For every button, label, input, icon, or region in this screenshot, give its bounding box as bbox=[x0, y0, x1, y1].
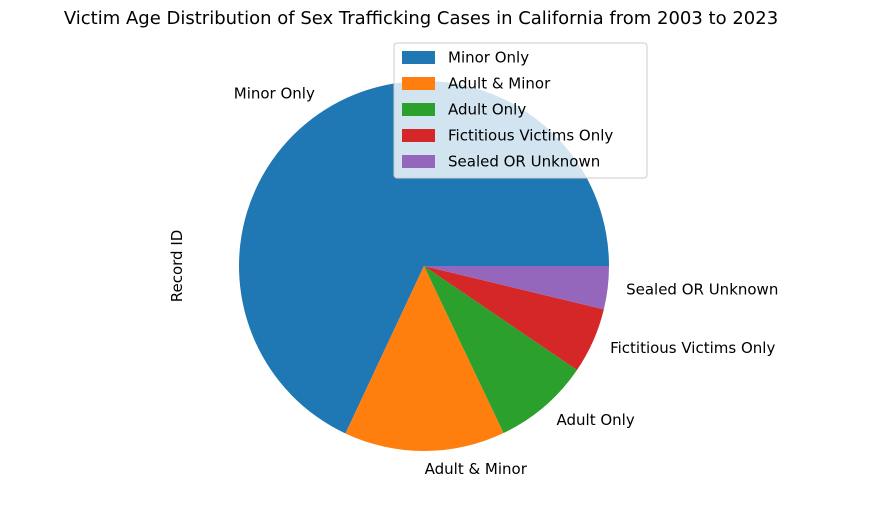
legend-swatch-sealed-or-unknown bbox=[402, 155, 435, 168]
slice-label-adult-only: Adult Only bbox=[557, 411, 635, 429]
legend-swatch-minor-only bbox=[402, 51, 435, 64]
legend-items: Minor Only Adult & Minor Adult Only Fictiti… bbox=[402, 49, 613, 171]
pie-slice-sealed-or-unknown bbox=[424, 266, 609, 310]
legend-label-minor-only: Minor Only bbox=[448, 49, 529, 67]
legend-label-fictitious-victims-only: Fictitious Victims Only bbox=[448, 127, 613, 145]
y-axis-label: Record ID bbox=[168, 230, 186, 303]
legend-frame bbox=[393, 42, 648, 179]
legend: Minor Only Adult & Minor Adult Only Fictiti… bbox=[393, 42, 648, 179]
legend-swatch-adult-and-minor bbox=[402, 77, 435, 90]
slice-label-fictitious-victims-only: Fictitious Victims Only bbox=[610, 339, 775, 357]
legend-swatch-fictitious-victims-only bbox=[402, 129, 435, 142]
chart-title: Victim Age Distribution of Sex Trafficki… bbox=[64, 8, 778, 29]
legend-label-sealed-or-unknown: Sealed OR Unknown bbox=[448, 153, 600, 171]
pie-slice-adult-only bbox=[424, 266, 577, 433]
slice-label-minor-only: Minor Only bbox=[234, 85, 315, 103]
pie-slice-adult-and-minor bbox=[345, 266, 504, 451]
legend-swatch-adult-only bbox=[402, 103, 435, 116]
slice-label-adult-and-minor: Adult & Minor bbox=[425, 460, 528, 478]
legend-label-adult-and-minor: Adult & Minor bbox=[448, 75, 551, 93]
pie-slice-fictitious-victims-only bbox=[424, 266, 604, 371]
pie-slice-labels: Minor Only Adult & Minor Adult Only Fictiti… bbox=[234, 85, 779, 478]
slice-label-sealed-or-unknown: Sealed OR Unknown bbox=[626, 280, 778, 298]
legend-label-adult-only: Adult Only bbox=[448, 101, 526, 119]
